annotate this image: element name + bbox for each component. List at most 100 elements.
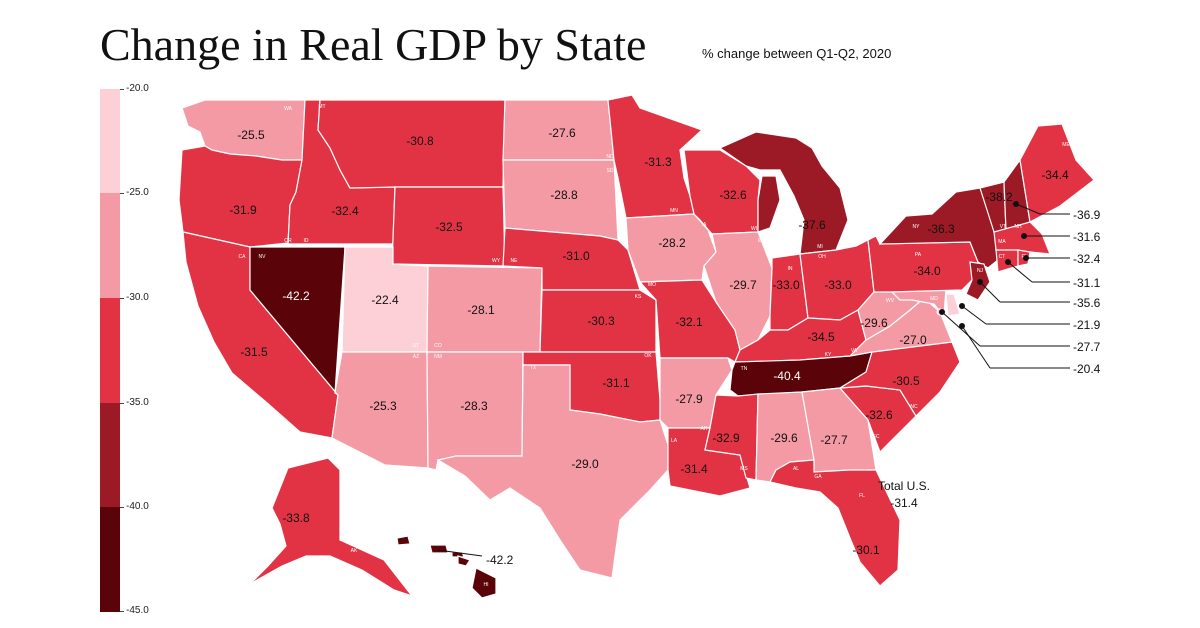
abbr-label: NM	[434, 354, 442, 360]
abbr-label: OR	[284, 238, 292, 244]
value-ne: -31.0	[562, 249, 590, 263]
value-ak: -33.8	[282, 511, 310, 525]
legend-tick-label: -25.0	[126, 187, 149, 198]
value-md: -27.7	[1073, 340, 1101, 354]
value-mi: -37.6	[798, 218, 826, 232]
state-mi[interactable]	[718, 131, 849, 255]
abbr-label: FL	[859, 493, 865, 499]
value-ms: -32.9	[712, 431, 740, 445]
state-fl[interactable]	[769, 459, 901, 587]
chart-title: Change in Real GDP by State	[100, 19, 647, 70]
abbr-label: IN	[788, 266, 793, 272]
value-me: -34.4	[1041, 168, 1069, 182]
abbr-label: UT	[413, 343, 420, 349]
state-ks[interactable]	[539, 289, 657, 353]
legend-bin-4	[100, 403, 120, 507]
total-value: -31.4	[890, 496, 918, 510]
value-labels: -25.5 -31.9 -31.5 -42.2 -32.4 -30.8 -32.…	[229, 126, 1069, 557]
legend-tick-label: -20.0	[126, 83, 149, 94]
state-hi[interactable]	[396, 535, 497, 599]
abbr-label: PA	[915, 252, 922, 258]
state-tx[interactable]	[436, 364, 669, 579]
value-wa: -25.5	[237, 128, 265, 142]
abbr-label: GA	[814, 474, 822, 480]
value-mo: -32.1	[675, 315, 703, 329]
value-nj: -35.6	[1073, 296, 1101, 310]
callout-dots	[939, 201, 1029, 329]
value-az: -25.3	[369, 399, 397, 413]
abbr-label: MT	[318, 104, 325, 110]
abbr-label: IL	[758, 238, 762, 244]
total-label: Total U.S.	[878, 479, 931, 493]
value-al: -29.6	[770, 431, 798, 445]
value-vt: -38.2	[985, 190, 1013, 204]
value-il: -29.7	[729, 278, 757, 292]
abbr-label: NY	[913, 224, 921, 230]
total-us-annotation: Total U.S. -31.4	[878, 478, 930, 512]
legend-tick-label: -35.0	[126, 397, 149, 408]
abbr-label: NC	[910, 404, 918, 410]
abbr-label: NJ	[977, 268, 984, 274]
value-mt: -30.8	[406, 134, 434, 148]
abbr-label: ME	[1062, 142, 1070, 148]
abbr-label: LA	[671, 438, 678, 444]
abbr-label: AL	[793, 466, 799, 472]
abbr-label: MS	[740, 466, 748, 472]
state-mn[interactable]	[607, 94, 704, 219]
color-legend: -20.0 -25.0 -30.0 -35.0 -40.0 -45.0	[100, 83, 149, 616]
abbr-label: CO	[434, 343, 442, 349]
value-id: -32.4	[331, 204, 359, 218]
value-ga: -27.7	[820, 433, 848, 447]
legend-tick-label: -45.0	[126, 605, 149, 616]
abbr-label: KS	[635, 294, 642, 300]
value-fl: -30.1	[852, 543, 880, 557]
value-nc: -30.5	[892, 374, 920, 388]
value-pa: -34.0	[913, 264, 941, 278]
abbr-label: NE	[511, 258, 519, 264]
abbr-label: CT	[999, 254, 1006, 260]
value-va: -27.0	[899, 333, 927, 347]
legend-tick-label: -40.0	[126, 501, 149, 512]
abbr-label: NH	[1014, 224, 1022, 230]
abbr-label: OK	[644, 353, 652, 359]
value-tn: -40.4	[773, 369, 801, 383]
abbr-label: MI	[817, 244, 823, 250]
abbr-label: MO	[648, 282, 656, 288]
state-de[interactable]	[945, 293, 961, 317]
value-tx: -29.0	[571, 457, 599, 471]
state-or[interactable]	[178, 145, 303, 248]
value-co: -28.1	[467, 303, 495, 317]
value-ar: -27.9	[675, 392, 703, 406]
value-in: -33.0	[772, 278, 800, 292]
value-nd: -27.6	[548, 126, 576, 140]
value-ia: -28.2	[658, 236, 686, 250]
value-ca: -31.5	[240, 345, 268, 359]
legend-bin-1	[100, 89, 120, 193]
abbr-label: HI	[484, 582, 489, 588]
value-wi: -32.6	[719, 188, 747, 202]
abbr-label: IA	[702, 222, 707, 228]
legend-bin-5	[100, 507, 120, 612]
abbr-label: AZ	[413, 354, 419, 360]
value-wv: -29.6	[860, 316, 888, 330]
abbr-label: WY	[492, 258, 501, 264]
state-me[interactable]	[1019, 123, 1095, 223]
legend-bin-3	[100, 298, 120, 403]
value-sd: -28.8	[550, 188, 578, 202]
abbr-label: OH	[818, 254, 826, 260]
abbr-label: CA	[239, 254, 247, 260]
value-de: -21.9	[1073, 318, 1101, 332]
value-hi: -42.2	[486, 553, 514, 567]
abbr-label: TN	[741, 366, 748, 372]
abbr-label: VA	[851, 348, 858, 354]
value-oh: -33.0	[824, 278, 852, 292]
abbr-label: MA	[998, 239, 1006, 245]
state-abbreviations: WA OR ID CA NV MT WY UT CO AZ NM ND SD N…	[239, 104, 1071, 588]
state-ak[interactable]	[249, 457, 414, 598]
value-wy: -32.5	[435, 220, 463, 234]
chart-subtitle: % change between Q1-Q2, 2020	[702, 46, 892, 61]
abbr-label: WA	[284, 106, 293, 112]
value-ny: -36.3	[927, 222, 955, 236]
abbr-label: NV	[259, 254, 267, 260]
